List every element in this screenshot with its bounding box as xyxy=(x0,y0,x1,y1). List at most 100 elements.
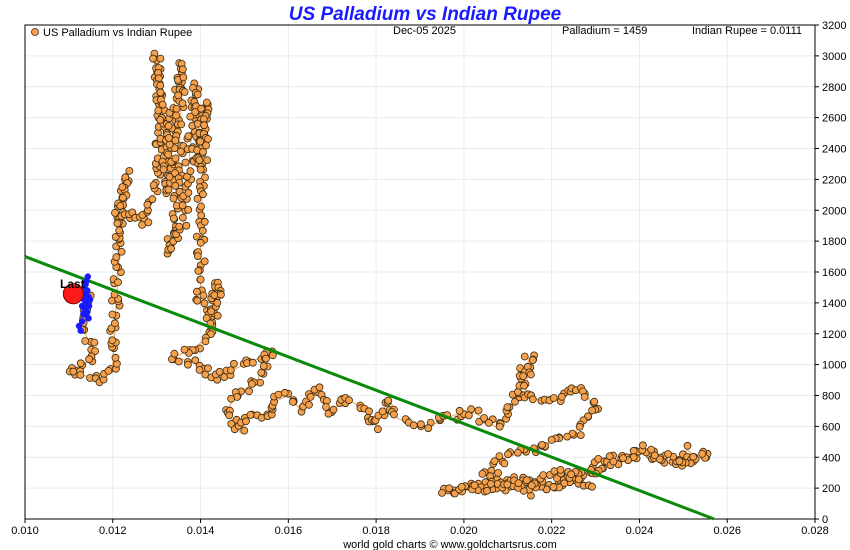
data-point xyxy=(495,452,504,461)
data-point xyxy=(202,314,211,323)
data-point xyxy=(478,469,487,478)
data-point xyxy=(158,100,167,109)
data-point xyxy=(619,454,627,463)
data-point xyxy=(567,470,575,479)
data-point xyxy=(194,266,203,275)
data-point xyxy=(91,347,99,356)
data-point xyxy=(159,165,168,174)
data-point xyxy=(200,299,209,308)
data-point xyxy=(675,457,684,466)
x-axis: 0.010 0.012 0.014 0.016 0.018 0.020 0.022 0.024… xyxy=(11,519,829,537)
data-point xyxy=(201,337,210,346)
data-point xyxy=(322,403,330,411)
data-point xyxy=(165,172,174,181)
data-point xyxy=(113,219,122,228)
data-point xyxy=(177,120,186,129)
data-point xyxy=(514,448,522,457)
data-point xyxy=(174,91,183,100)
last-point-group xyxy=(62,283,84,305)
data-point xyxy=(191,356,200,365)
recent-point xyxy=(84,273,92,280)
data-point xyxy=(345,396,353,405)
data-point xyxy=(197,104,206,113)
data-point xyxy=(240,426,249,435)
data-point xyxy=(125,166,134,175)
y-tick-label: 2600 xyxy=(822,113,846,125)
data-point xyxy=(242,417,250,426)
data-point xyxy=(193,120,202,128)
data-point xyxy=(483,486,491,495)
y-tick-label: 200 xyxy=(822,483,840,495)
data-point xyxy=(246,410,255,419)
data-point xyxy=(470,481,479,490)
data-point xyxy=(178,213,187,222)
data-point xyxy=(164,150,173,159)
data-point xyxy=(180,345,189,354)
data-point xyxy=(650,451,659,460)
palladium-readout: Palladium = 1459 xyxy=(562,25,647,37)
data-point xyxy=(156,88,165,97)
y-tick-label: 600 xyxy=(822,421,840,433)
data-point xyxy=(259,362,268,371)
data-point xyxy=(588,482,596,491)
y-tick-label: 400 xyxy=(822,452,840,464)
data-point xyxy=(193,252,202,261)
data-point xyxy=(183,360,192,369)
x-tick-label: 0.020 xyxy=(450,525,478,537)
data-point xyxy=(257,368,266,377)
data-point xyxy=(503,480,512,489)
x-tick-label: 0.028 xyxy=(801,525,829,537)
data-point xyxy=(119,193,127,202)
data-point xyxy=(389,410,398,419)
x-tick-label: 0.010 xyxy=(11,525,39,537)
data-point xyxy=(182,221,191,230)
trend-line-segment xyxy=(24,255,715,521)
data-point xyxy=(494,469,503,477)
y-tick-label: 2800 xyxy=(822,82,846,94)
data-point xyxy=(184,205,193,214)
data-point xyxy=(210,291,219,300)
data-point xyxy=(484,418,493,427)
data-point xyxy=(76,371,85,379)
series-points xyxy=(65,49,712,500)
data-point xyxy=(511,397,519,406)
data-point xyxy=(698,449,706,458)
data-point xyxy=(199,147,207,156)
data-point xyxy=(556,465,565,474)
data-point xyxy=(164,134,173,142)
y-tick-label: 1600 xyxy=(822,267,846,279)
data-point xyxy=(203,156,212,165)
data-point xyxy=(169,214,178,223)
data-point xyxy=(248,358,257,367)
data-point xyxy=(514,479,523,488)
data-point xyxy=(575,422,584,431)
data-point xyxy=(229,359,238,368)
data-point xyxy=(196,238,205,247)
data-point xyxy=(200,217,209,226)
data-point xyxy=(199,291,208,300)
data-point xyxy=(116,201,125,210)
data-point xyxy=(457,482,466,491)
data-point xyxy=(213,298,222,307)
data-point xyxy=(547,435,556,444)
data-point xyxy=(149,54,157,63)
data-point xyxy=(193,194,202,203)
last-label: Last xyxy=(60,277,85,291)
data-point xyxy=(144,218,153,227)
data-point xyxy=(85,355,93,364)
data-point xyxy=(114,278,122,287)
data-point xyxy=(503,403,512,412)
data-point xyxy=(588,406,596,415)
data-point xyxy=(504,450,512,459)
y-axis: 0 200 400 600 800 1000 1200 1400 1600 1800 2000 220… xyxy=(815,20,846,526)
x-tick-label: 0.016 xyxy=(275,525,303,537)
data-point xyxy=(181,158,190,167)
data-point xyxy=(148,195,157,204)
data-point xyxy=(495,422,504,431)
data-point xyxy=(557,392,566,401)
data-point xyxy=(171,154,180,163)
data-point xyxy=(201,173,209,182)
data-point xyxy=(580,393,589,401)
y-tick-label: 2200 xyxy=(822,174,846,186)
y-tick-label: 2000 xyxy=(822,205,846,217)
